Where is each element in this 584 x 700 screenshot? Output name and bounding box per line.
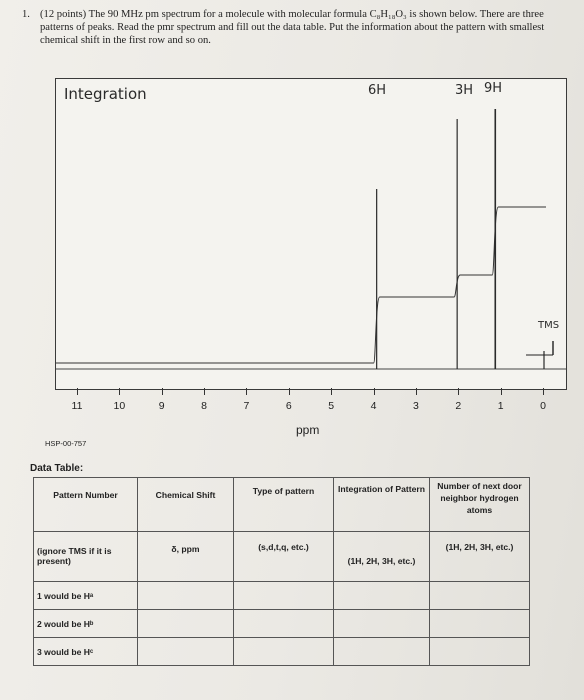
spectrum-code: HSP-00-757 [45, 439, 87, 448]
question-number: 1. [22, 9, 30, 20]
cell-type-hb[interactable] [233, 609, 334, 638]
axis-tick [161, 388, 163, 395]
cell-integration-hb[interactable] [333, 609, 430, 638]
header-integration: Integration of Pattern [333, 477, 430, 532]
axis-tick-label: 10 [113, 400, 126, 412]
row-label-ha: 1 would be Hᵃ [33, 581, 138, 610]
header-chemical-shift: Chemical Shift [137, 477, 234, 532]
table-header-row: Pattern Number Chemical Shift Type of pa… [33, 477, 530, 532]
cell-integration-ha[interactable] [333, 581, 430, 610]
header-pattern-number: Pattern Number [33, 477, 138, 532]
cell-type-ha[interactable] [233, 581, 334, 610]
axis-tick [119, 388, 121, 395]
integration-curve [56, 206, 546, 364]
cell-neighbors-hc[interactable] [429, 637, 530, 666]
table-row: 3 would be Hᶜ [33, 637, 530, 666]
units-neighbor-hydrogens: (1H, 2H, 3H, etc.) [429, 531, 530, 582]
axis-tick [500, 388, 502, 395]
units-integration: (1H, 2H, 3H, etc.) [333, 531, 430, 582]
axis-tick [331, 388, 333, 395]
tms-annotation: TMS [538, 320, 560, 331]
peak-3h-annotation: 3H [455, 83, 474, 98]
axis-tick-label: 4 [370, 400, 377, 412]
cell-neighbors-ha[interactable] [429, 581, 530, 610]
axis-tick-label: 1 [497, 400, 504, 412]
header-type-of-pattern: Type of pattern [233, 477, 334, 532]
nmr-spectrum: Integration 6H 3H 9H TMS [55, 78, 567, 390]
axis-tick-label: 5 [328, 400, 335, 412]
axis-tick-label: 6 [285, 400, 292, 412]
ppm-axis: 11 10 9 8 7 6 5 4 3 2 1 0 [55, 388, 565, 428]
axis-tick [458, 388, 460, 395]
axis-tick [288, 388, 290, 395]
axis-tick-label: 2 [455, 400, 462, 412]
axis-tick-label: 8 [201, 400, 207, 412]
cell-shift-hb[interactable] [137, 609, 234, 638]
axis-tick-label: 9 [158, 400, 165, 412]
row-label-hc: 3 would be Hᶜ [33, 637, 138, 666]
axis-tick [246, 388, 248, 395]
header-neighbor-hydrogens: Number of next door neighbor hydrogen at… [429, 477, 530, 532]
question-text: (12 points) The 90 MHz pm spectrum for a… [40, 9, 545, 46]
axis-tick-label: 0 [540, 400, 546, 412]
integration-annotation: Integration [64, 85, 147, 103]
spectrum-plot [56, 109, 566, 370]
table-row: 1 would be Hᵃ [33, 581, 530, 610]
cell-shift-hc[interactable] [137, 637, 234, 666]
axis-tick-label: 11 [71, 400, 83, 412]
cell-shift-ha[interactable] [137, 581, 234, 610]
axis-tick-label: 7 [243, 400, 250, 412]
cell-integration-hc[interactable] [333, 637, 430, 666]
cell-type-hc[interactable] [233, 637, 334, 666]
axis-tick-label: 3 [412, 400, 419, 412]
axis-tick [204, 388, 206, 395]
table-units-row: (ignore TMS if it is present) δ, ppm (s,… [33, 531, 530, 582]
cell-neighbors-hb[interactable] [429, 609, 530, 638]
ppm-axis-label: ppm [296, 423, 320, 437]
data-table-label: Data Table: [30, 463, 84, 474]
axis-tick [543, 388, 544, 395]
row-label-hb: 2 would be Hᵇ [33, 609, 138, 638]
units-chemical-shift: δ, ppm [137, 531, 234, 582]
peak-9h-annotation: 9H [484, 81, 503, 96]
axis-tick [77, 388, 78, 395]
table-row: 2 would be Hᵇ [33, 609, 530, 638]
axis-tick [373, 388, 375, 395]
units-pattern-number: (ignore TMS if it is present) [33, 531, 138, 582]
units-type-of-pattern: (s,d,t,q, etc.) [233, 531, 334, 582]
axis-tick [415, 388, 417, 395]
peak-6h-annotation: 6H [368, 83, 387, 98]
data-table: Pattern Number Chemical Shift Type of pa… [33, 477, 530, 666]
